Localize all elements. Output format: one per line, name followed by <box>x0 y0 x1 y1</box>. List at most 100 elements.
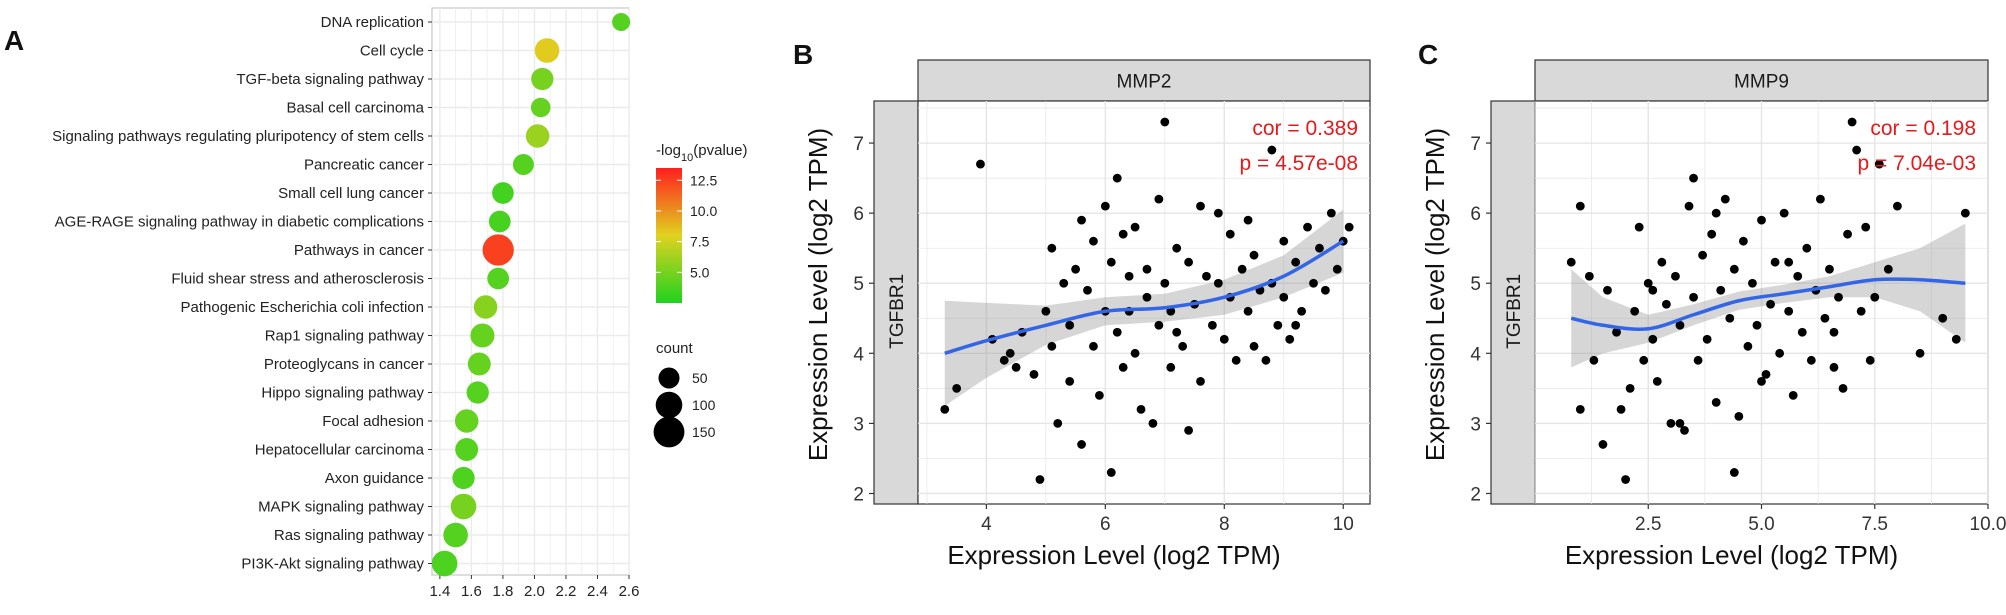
dot-point <box>467 352 491 376</box>
scatter-point <box>1865 355 1875 365</box>
scatter-point <box>1766 299 1775 309</box>
x-tick-label: 5.0 <box>1748 514 1774 535</box>
scatter-point <box>1829 362 1839 372</box>
y-tick-label: 7 <box>853 134 864 155</box>
scatter-point <box>1083 285 1092 295</box>
scatter-point <box>1843 229 1852 239</box>
scatter-point <box>1279 292 1289 302</box>
scatter-point <box>1797 327 1807 337</box>
scatter-point <box>1011 362 1021 372</box>
scatter-point <box>1315 243 1324 253</box>
scatter-point <box>1689 292 1698 302</box>
scatter-point <box>1344 222 1354 232</box>
scatter-point <box>1273 320 1283 330</box>
y-tick-label: Pancreatic cancer <box>304 157 424 174</box>
scatter-point <box>1893 201 1902 211</box>
scatter-point <box>1951 334 1961 344</box>
x-tick-label: 4 <box>981 514 992 535</box>
scatter-point <box>1219 334 1229 344</box>
scatter-point <box>1716 285 1726 295</box>
scatter-point <box>1160 278 1170 288</box>
scatter-point <box>1661 299 1671 309</box>
scatter-point <box>1734 411 1744 421</box>
panel-c-scatter: MMP9 TGFBR1 2.5 5.0 7.5 10.0 2 3 4 5 6 7 Expression … <box>1420 59 2006 570</box>
y-tick-label: Pathogenic Escherichia coli infection <box>181 299 424 316</box>
scatter-point <box>1639 355 1649 365</box>
y-axis-title: Expression Level (log2 TPM) <box>1420 128 1450 461</box>
y-tick-label: 4 <box>853 344 864 365</box>
scatter-point <box>1870 292 1880 302</box>
scatter-point <box>1757 376 1766 386</box>
color-legend-tick-label: 10.0 <box>690 203 717 219</box>
loess-line <box>1570 277 1966 331</box>
strip-top <box>917 59 1371 102</box>
y-tick-label: 5 <box>853 274 864 295</box>
scatter-point <box>1112 327 1122 337</box>
y-tick-label: Hepatocellular carcinoma <box>255 442 425 459</box>
scatter-point <box>1243 306 1253 316</box>
scatter-point <box>1643 278 1653 288</box>
scatter-point <box>1589 355 1599 365</box>
size-legend-label: 150 <box>692 424 716 440</box>
y-axis-title: Expression Level (log2 TPM) <box>803 128 833 461</box>
scatter-point <box>1035 475 1045 484</box>
scatter-point <box>1725 313 1735 323</box>
scatter-point <box>1332 264 1342 274</box>
scatter-point <box>1297 306 1307 316</box>
plot-panel <box>917 100 1371 505</box>
x-tick-label: 2.6 <box>619 583 640 600</box>
scatter-point <box>1711 208 1721 218</box>
scatter-point <box>1249 250 1259 260</box>
scatter-point <box>1249 341 1259 351</box>
scatter-point <box>1625 383 1635 393</box>
dot-point <box>612 12 631 32</box>
scatter-point <box>1616 404 1626 414</box>
y-tick-label: AGE-RAGE signaling pathway in diabetic c… <box>55 214 424 231</box>
scatter-point <box>1757 215 1766 225</box>
scatter-point <box>1575 201 1585 211</box>
dot-point <box>431 550 458 577</box>
y-tick-label: Focal adhesion <box>322 413 424 430</box>
scatter-point <box>1720 194 1730 204</box>
scatter-point <box>1320 285 1330 295</box>
y-tick-label: 7 <box>1470 134 1481 155</box>
scatter-point <box>1267 145 1277 155</box>
color-legend-tick-label: 5.0 <box>690 264 710 280</box>
scatter-point <box>1675 320 1685 330</box>
panel-b-scatter: MMP2 TGFBR1 4 6 8 10 2 3 4 5 6 7 Expression Level (l… <box>803 59 1371 570</box>
size-legend-dot <box>653 416 685 448</box>
plot-panel <box>431 7 630 576</box>
x-tick-label: 2.5 <box>1635 514 1661 535</box>
scatter-point <box>1089 341 1098 351</box>
scatter-point <box>1196 201 1205 211</box>
color-legend-tick-label: 7.5 <box>690 234 710 250</box>
scatter-point <box>1802 243 1812 253</box>
scatter-point <box>1566 257 1576 267</box>
x-axis-title: Expression Level (log2 TPM) <box>947 540 1280 570</box>
scatter-point <box>1130 222 1140 232</box>
scatter-point <box>1856 306 1866 316</box>
size-legend-title: count <box>656 340 694 357</box>
y-tick-label: Hippo signaling pathway <box>261 385 424 402</box>
p-value-label: p = 7.04e-03 <box>1857 152 1976 175</box>
scatter-point <box>1761 369 1771 379</box>
scatter-point <box>1707 229 1717 239</box>
strip-top-label: MMP2 <box>1117 72 1172 93</box>
scatter-point <box>1874 159 1884 169</box>
scatter-point <box>1671 271 1680 281</box>
y-tick-label: Cell cycle <box>360 43 424 60</box>
scatter-point <box>1041 306 1051 316</box>
panel-a-dotplot: DNA replication Cell cycle TGF-beta signal… <box>52 7 747 600</box>
scatter-point <box>1612 327 1621 337</box>
scatter-point <box>1231 355 1241 365</box>
scatter-point <box>1748 278 1757 288</box>
scatter-point <box>1784 306 1794 316</box>
scatter-point <box>1136 404 1146 414</box>
y-tick-label: Rap1 signaling pathway <box>265 328 425 345</box>
scatter-point <box>1598 440 1608 449</box>
scatter-point <box>1648 285 1658 295</box>
scatter-point <box>1172 243 1182 253</box>
scatter-point <box>1630 306 1640 316</box>
scatter-point <box>1883 264 1893 274</box>
